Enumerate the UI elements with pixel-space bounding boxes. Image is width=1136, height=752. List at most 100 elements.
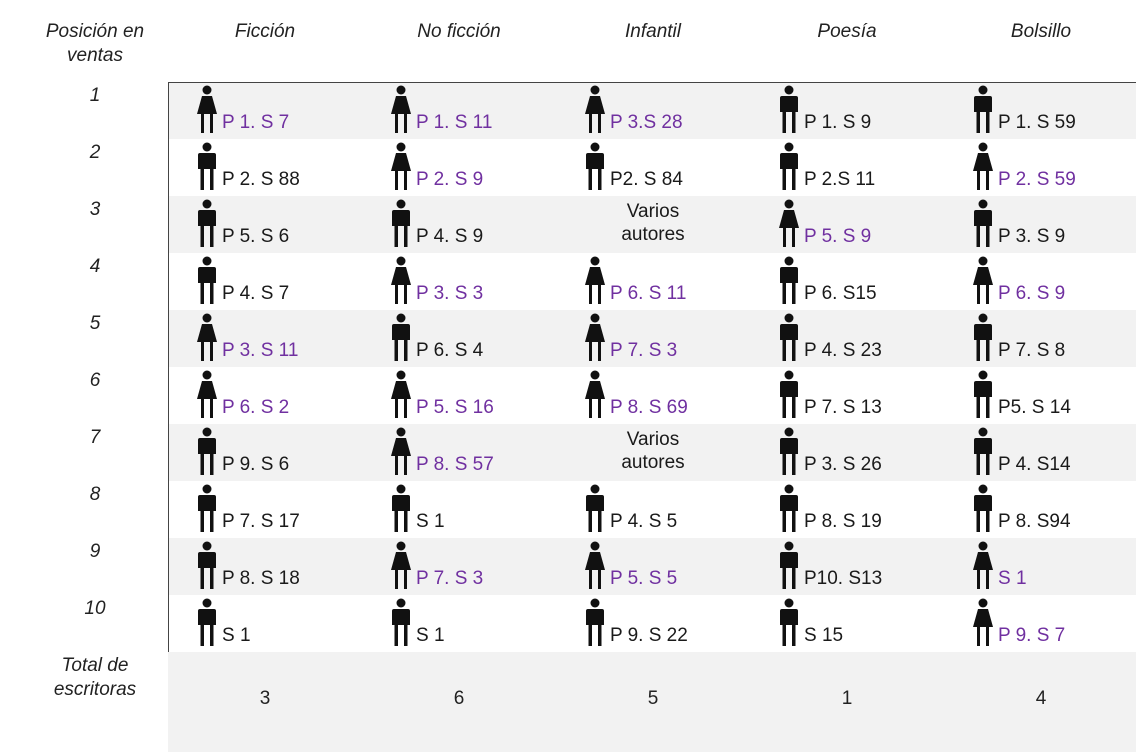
person-icon bbox=[196, 85, 218, 135]
person-icon bbox=[778, 142, 800, 192]
cell-label: P 6. S 9 bbox=[998, 283, 1066, 304]
cell-label: P 6. S15 bbox=[804, 283, 877, 304]
header-cell: No ficción bbox=[417, 21, 501, 42]
cell-label: P 5. S 5 bbox=[610, 568, 678, 589]
person-icon bbox=[972, 313, 994, 363]
cell-label: P 7. S 8 bbox=[998, 340, 1066, 361]
cell-label: P 1. S 7 bbox=[222, 112, 290, 133]
cell-label: P 1. S 59 bbox=[998, 112, 1076, 133]
position-label: 5 bbox=[89, 313, 101, 334]
person-icon bbox=[390, 370, 412, 420]
cell-label: P 4. S 7 bbox=[222, 283, 290, 304]
cell-label: Varios autores bbox=[621, 201, 685, 245]
position-label: 9 bbox=[89, 541, 101, 562]
person-icon bbox=[778, 256, 800, 306]
person-icon bbox=[972, 199, 994, 249]
cell-label: P 6. S 11 bbox=[610, 283, 687, 304]
cell-label: P 3. S 9 bbox=[998, 226, 1066, 247]
person-icon bbox=[972, 484, 994, 534]
person-icon bbox=[778, 427, 800, 477]
person-icon bbox=[584, 541, 606, 591]
person-icon bbox=[778, 598, 800, 648]
person-icon bbox=[778, 370, 800, 420]
cell-label: S 1 bbox=[222, 625, 251, 646]
cell-label: P 5. S 6 bbox=[222, 226, 290, 247]
cell-label: P 3. S 11 bbox=[222, 340, 299, 361]
cell-label: P 8. S 57 bbox=[416, 454, 494, 475]
cell-label: P 2. S 88 bbox=[222, 169, 300, 190]
position-label: 7 bbox=[89, 427, 101, 448]
person-icon bbox=[972, 370, 994, 420]
header-cell: Poesía bbox=[817, 21, 877, 42]
cell-label: P 7. S 3 bbox=[416, 568, 484, 589]
cell-label: P2. S 84 bbox=[610, 169, 683, 190]
cell-label: P 1. S 9 bbox=[804, 112, 872, 133]
person-icon bbox=[196, 142, 218, 192]
person-icon bbox=[584, 370, 606, 420]
person-icon bbox=[778, 541, 800, 591]
cell-label: P 2. S 59 bbox=[998, 169, 1076, 190]
person-icon bbox=[778, 199, 800, 249]
person-icon bbox=[390, 541, 412, 591]
header-cell: Ficción bbox=[234, 21, 296, 42]
cell-label: P 9. S 7 bbox=[998, 625, 1066, 646]
total-value: 4 bbox=[1035, 688, 1047, 709]
person-icon bbox=[196, 256, 218, 306]
person-icon bbox=[390, 427, 412, 477]
person-icon bbox=[390, 598, 412, 648]
position-label: 10 bbox=[84, 598, 106, 619]
person-icon bbox=[972, 598, 994, 648]
cell-label: S 1 bbox=[416, 625, 445, 646]
cell-label: P 1. S 11 bbox=[416, 112, 493, 133]
person-icon bbox=[972, 427, 994, 477]
cell-label: P 5. S 16 bbox=[416, 397, 494, 418]
cell-label: P 4. S 9 bbox=[416, 226, 484, 247]
cell-label: P 3. S 26 bbox=[804, 454, 882, 475]
total-value: 5 bbox=[647, 688, 659, 709]
cell-label: S 1 bbox=[416, 511, 445, 532]
cell-label: P 8. S94 bbox=[998, 511, 1071, 532]
position-label: 2 bbox=[89, 142, 101, 163]
person-icon bbox=[584, 142, 606, 192]
cell-label: P 7. S 17 bbox=[222, 511, 300, 532]
cell-label: P10. S13 bbox=[804, 568, 883, 589]
cell-label: P 4. S 5 bbox=[610, 511, 678, 532]
cell-label: P 2.S 11 bbox=[804, 169, 876, 190]
cell-label: P 3.S 28 bbox=[610, 112, 683, 133]
position-label: 8 bbox=[89, 484, 101, 505]
cell-label: P 4. S14 bbox=[998, 454, 1071, 475]
position-label: 3 bbox=[89, 199, 101, 220]
header-cell: Infantil bbox=[625, 21, 681, 42]
person-icon bbox=[584, 85, 606, 135]
cell-label: P 6. S 2 bbox=[222, 397, 290, 418]
person-icon bbox=[390, 484, 412, 534]
person-icon bbox=[972, 142, 994, 192]
person-icon bbox=[390, 199, 412, 249]
person-icon bbox=[778, 85, 800, 135]
person-icon bbox=[584, 313, 606, 363]
person-icon bbox=[778, 484, 800, 534]
cell-label: P 4. S 23 bbox=[804, 340, 882, 361]
person-icon bbox=[196, 199, 218, 249]
column-rule bbox=[168, 82, 169, 652]
cell-label: Varios autores bbox=[621, 429, 685, 473]
person-icon bbox=[972, 256, 994, 306]
person-icon bbox=[196, 370, 218, 420]
person-icon bbox=[196, 484, 218, 534]
cell-label: P 7. S 3 bbox=[610, 340, 678, 361]
cell-label: P 2. S 9 bbox=[416, 169, 484, 190]
cell-label: P 3. S 3 bbox=[416, 283, 484, 304]
cell-label: S 15 bbox=[804, 625, 844, 646]
person-icon bbox=[390, 313, 412, 363]
header-rule bbox=[168, 82, 1136, 83]
person-icon bbox=[390, 85, 412, 135]
row-band bbox=[168, 652, 1136, 752]
header-cell: Bolsillo bbox=[1010, 21, 1072, 42]
cell-label: S 1 bbox=[998, 568, 1027, 589]
total-label: Total de escritoras bbox=[53, 655, 137, 700]
position-label: 4 bbox=[89, 256, 101, 277]
total-value: 1 bbox=[841, 688, 853, 709]
cell-label: P 5. S 9 bbox=[804, 226, 872, 247]
total-value: 3 bbox=[259, 688, 271, 709]
